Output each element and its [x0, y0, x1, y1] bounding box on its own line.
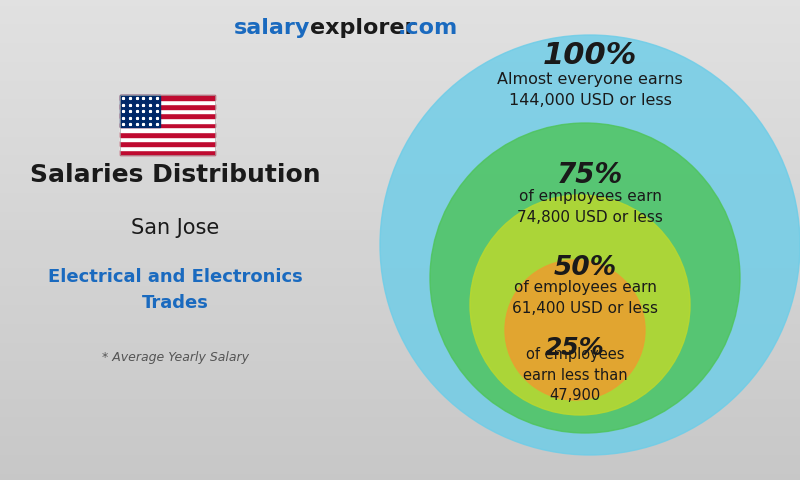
Text: 25%: 25% — [545, 336, 605, 360]
Bar — [120, 141, 215, 146]
Bar — [120, 118, 215, 123]
Text: .com: .com — [398, 18, 458, 38]
Bar — [120, 104, 215, 109]
Bar — [120, 132, 215, 136]
Text: Almost everyone earns
144,000 USD or less: Almost everyone earns 144,000 USD or les… — [497, 72, 683, 108]
Bar — [120, 136, 215, 141]
Bar — [120, 146, 215, 150]
Text: Electrical and Electronics
Trades: Electrical and Electronics Trades — [48, 268, 302, 312]
Text: of employees earn
74,800 USD or less: of employees earn 74,800 USD or less — [517, 189, 663, 225]
Circle shape — [505, 260, 645, 400]
Bar — [120, 150, 215, 155]
Bar — [120, 113, 215, 118]
Bar — [120, 95, 215, 100]
Text: 100%: 100% — [543, 40, 637, 70]
Text: salary: salary — [234, 18, 310, 38]
Text: San Jose: San Jose — [131, 218, 219, 238]
Bar — [120, 95, 215, 155]
Circle shape — [380, 35, 800, 455]
Bar — [120, 95, 160, 127]
Text: * Average Yearly Salary: * Average Yearly Salary — [102, 351, 249, 364]
Text: 50%: 50% — [554, 255, 617, 281]
Bar — [120, 127, 215, 132]
Text: of employees
earn less than
47,900: of employees earn less than 47,900 — [522, 347, 627, 404]
Bar — [120, 109, 215, 113]
Text: Salaries Distribution: Salaries Distribution — [30, 163, 320, 187]
Bar — [120, 100, 215, 104]
Circle shape — [470, 195, 690, 415]
Bar — [120, 123, 215, 127]
Circle shape — [430, 123, 740, 433]
Text: explorer: explorer — [310, 18, 415, 38]
Text: 75%: 75% — [557, 161, 623, 189]
Text: of employees earn
61,400 USD or less: of employees earn 61,400 USD or less — [512, 280, 658, 316]
